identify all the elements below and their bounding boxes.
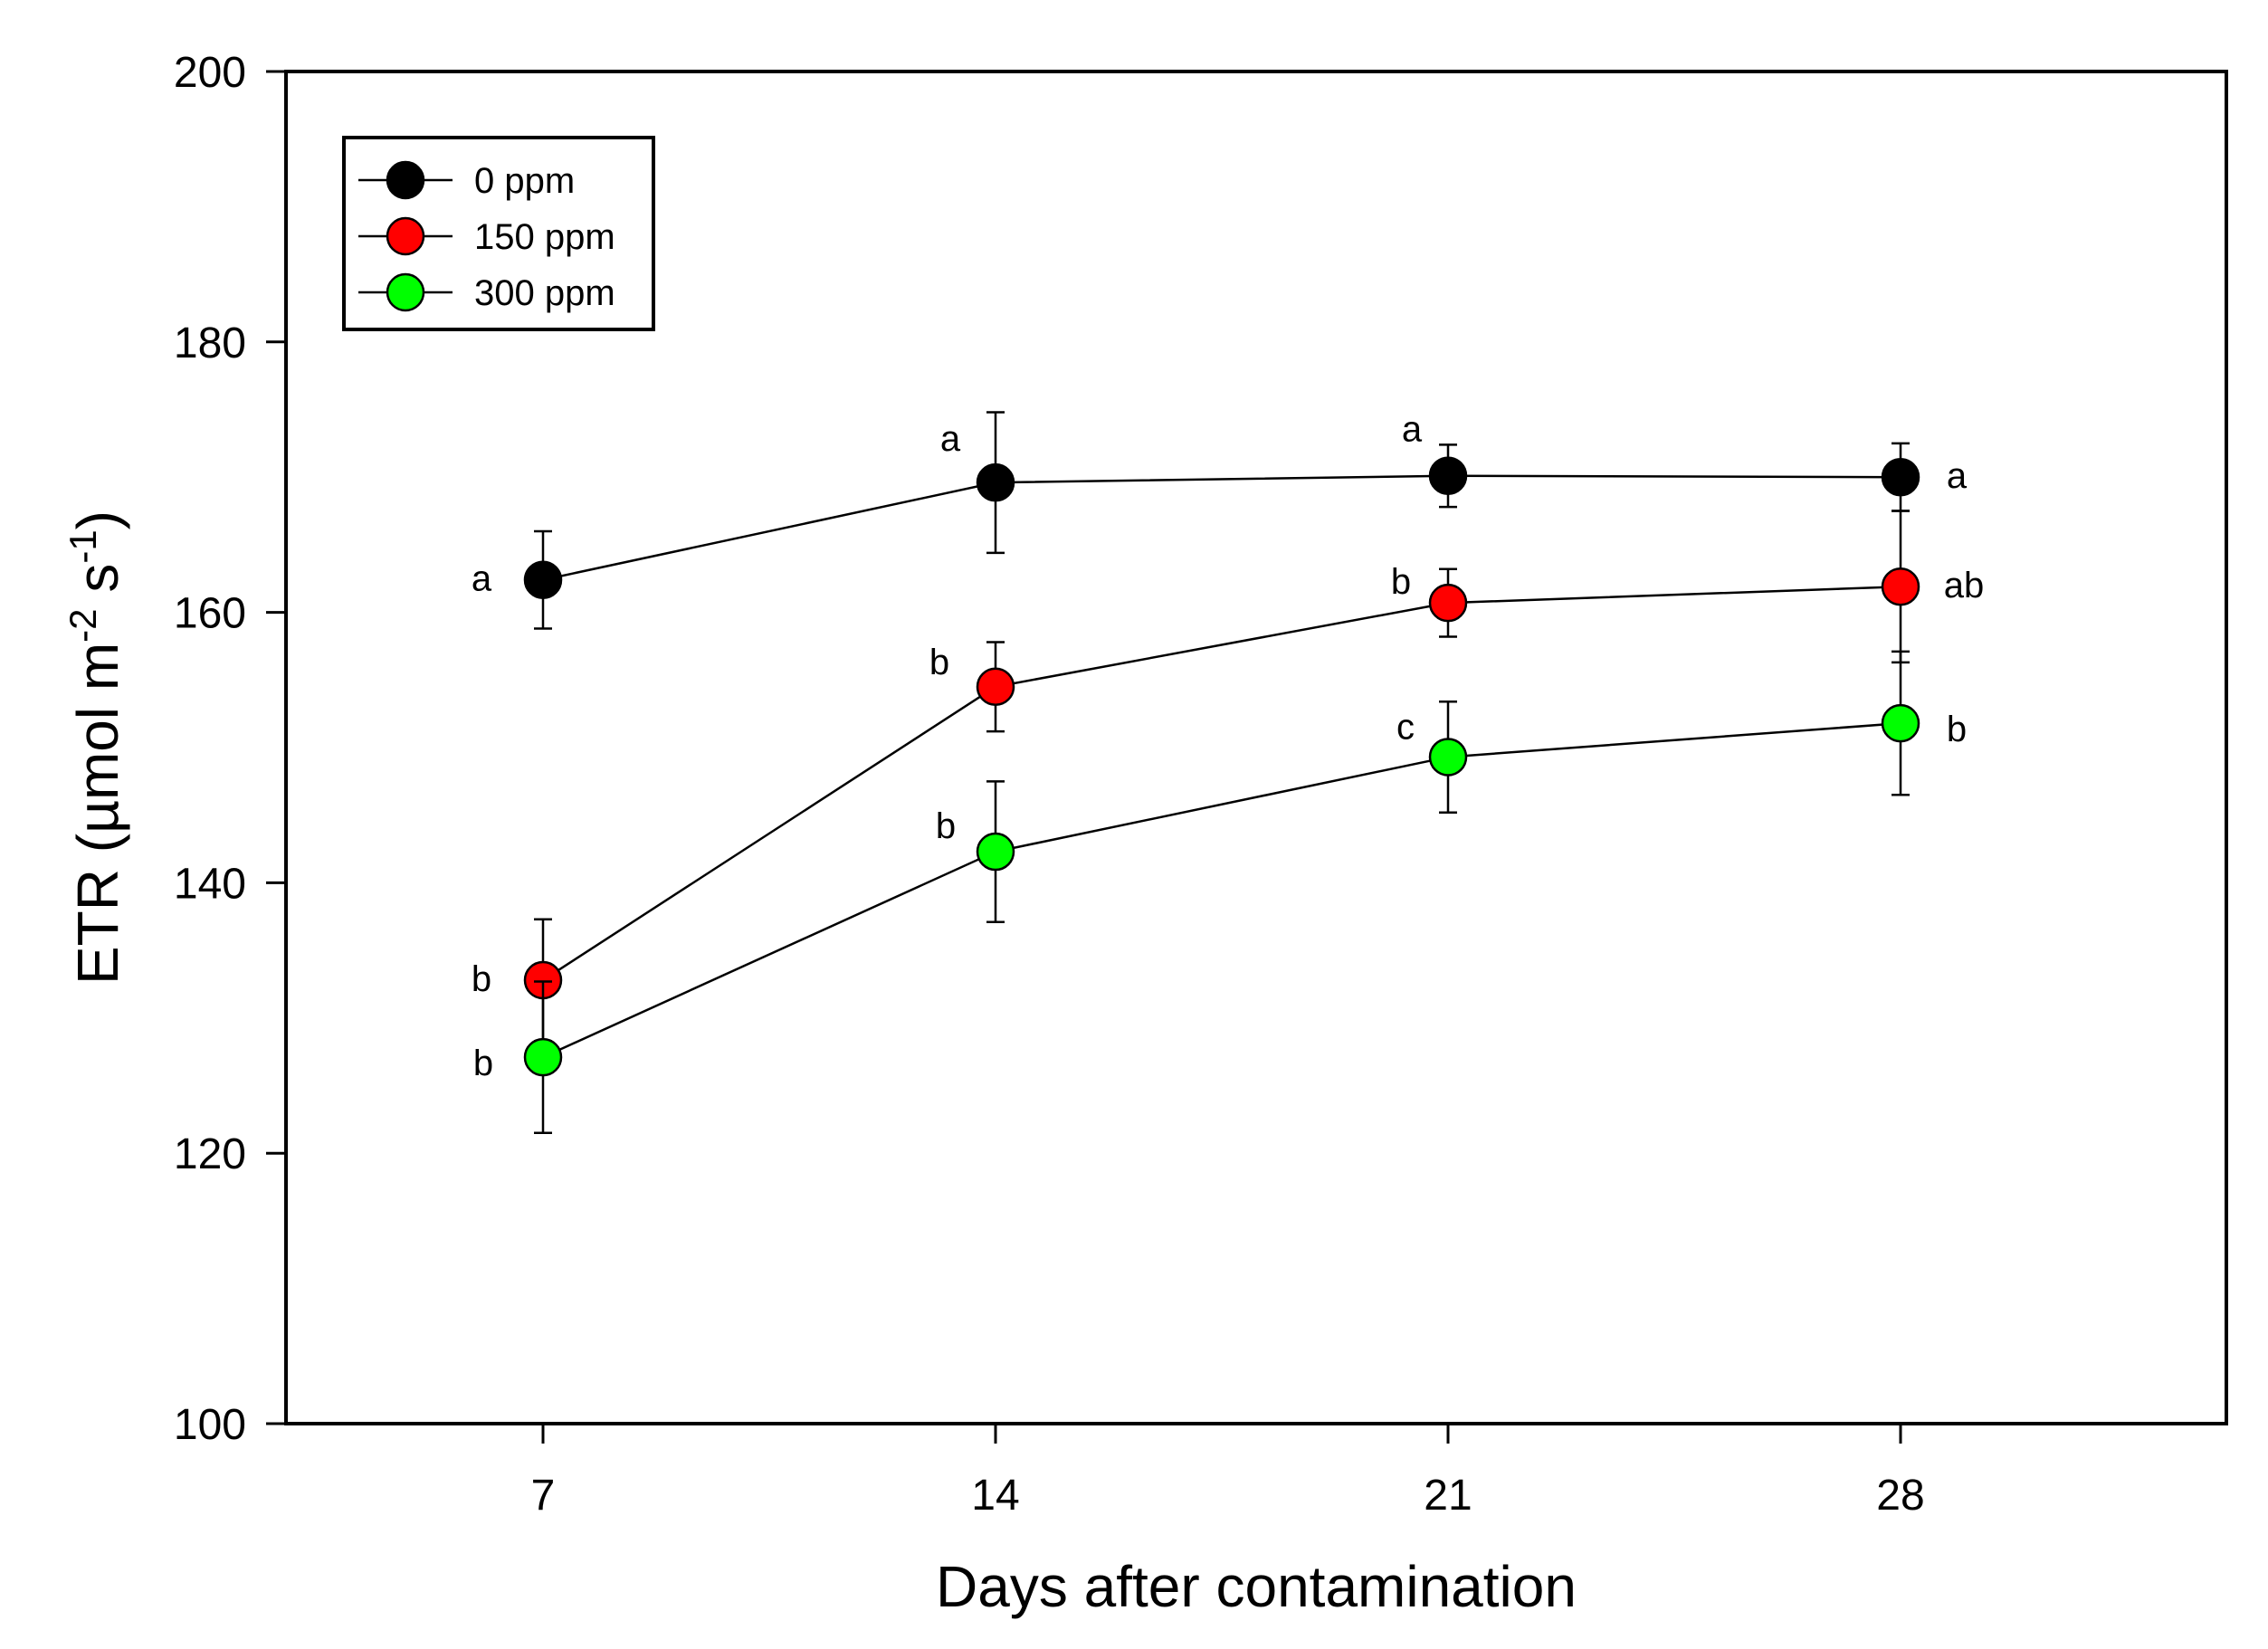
data-point-2-0	[523, 1037, 563, 1077]
y-axis-title-base: ETR (µmol m	[65, 643, 130, 985]
x-tick-label-21: 21	[1424, 1472, 1472, 1520]
significance-letter-1-1: b	[929, 643, 949, 682]
significance-letter-0-1: a	[940, 419, 961, 459]
data-point-0-2	[1428, 456, 1468, 495]
legend-marker-0	[386, 160, 425, 200]
plot-frame	[284, 70, 2228, 1425]
data-point-2-1	[976, 832, 1015, 872]
x-tick-label-7: 7	[531, 1472, 556, 1520]
significance-letter-0-0: a	[472, 559, 492, 599]
significance-letter-0-2: a	[1402, 410, 1423, 450]
significance-letter-1-3: ab	[1944, 566, 1985, 605]
data-point-2-3	[1881, 703, 1920, 743]
legend: 0 ppm 150 ppm 300 ppm	[342, 136, 655, 331]
data-point-1-2	[1428, 583, 1468, 623]
legend-label-1: 150 ppm	[474, 217, 615, 257]
series-1: bbb ab	[472, 510, 1985, 1043]
y-tick-label-120: 120	[174, 1130, 246, 1178]
y-axis-title-sup-1: -2	[62, 608, 104, 642]
series-line-2	[542, 721, 1901, 1059]
data-point-0-3	[1881, 457, 1920, 497]
x-tick-label-28: 28	[1876, 1472, 1924, 1520]
series-line-1	[542, 585, 1901, 982]
y-axis-title: ETR (µmol m-2 s-1)	[62, 510, 130, 985]
significance-letter-1-0: b	[472, 959, 491, 999]
data-point-0-1	[976, 462, 1015, 502]
data-point-0-0	[523, 560, 563, 599]
significance-letter-1-2: b	[1391, 562, 1411, 602]
y-axis-title-end: )	[65, 510, 130, 529]
legend-label-0: 0 ppm	[474, 161, 575, 201]
legend-label-2: 300 ppm	[474, 273, 615, 313]
y-tick-label-160: 160	[174, 590, 246, 638]
series-line-0	[542, 474, 1901, 581]
significance-letter-2-0: b	[473, 1044, 493, 1083]
data-point-2-2	[1428, 738, 1468, 777]
data-point-1-3	[1881, 567, 1920, 606]
significance-letter-2-1: b	[936, 806, 956, 846]
significance-letter-2-3: b	[1947, 710, 1967, 749]
x-tick-label-14: 14	[971, 1472, 1019, 1520]
series-2: b b c b	[473, 650, 1967, 1135]
y-tick-label-180: 180	[174, 319, 246, 367]
y-axis: 100 120 140 160 180 200	[174, 49, 286, 1449]
x-axis-title: Days after contamination	[936, 1554, 1577, 1619]
y-axis-title-sup-2: -1	[62, 529, 104, 563]
y-tick-label-100: 100	[174, 1401, 246, 1449]
legend-marker-1	[386, 216, 425, 256]
significance-letter-2-2: c	[1396, 707, 1415, 747]
y-tick-label-200: 200	[174, 49, 246, 97]
y-tick-label-140: 140	[174, 860, 246, 908]
x-axis: 7 14 21 28	[531, 1424, 1925, 1520]
significance-letter-0-3: a	[1947, 456, 1968, 496]
data-point-1-1	[976, 667, 1015, 707]
legend-marker-2	[386, 272, 425, 312]
y-axis-title-mid: s	[65, 564, 130, 609]
series-0: a a a a	[472, 410, 1968, 630]
